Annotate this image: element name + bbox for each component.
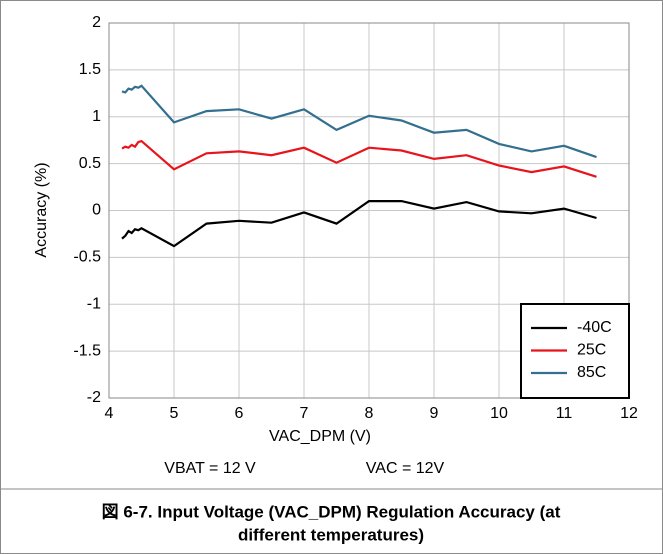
y-tick-label: 2 <box>92 14 101 31</box>
legend-label: 85C <box>577 364 606 381</box>
y-tick-label: 0.5 <box>79 155 101 172</box>
x-tick-label: 10 <box>490 405 508 422</box>
x-tick-label: 8 <box>365 405 374 422</box>
y-tick-label: -2 <box>87 389 101 406</box>
x-tick-label: 12 <box>620 405 638 422</box>
x-tick-label: 7 <box>300 405 309 422</box>
caption: 図 6-7. Input Voltage (VAC_DPM) Regulatio… <box>102 502 561 521</box>
y-tick-label: 1.5 <box>79 61 101 78</box>
x-tick-label: 11 <box>556 405 573 422</box>
legend-label: -40C <box>577 319 612 336</box>
y-axis-label: Accuracy (%) <box>33 162 50 257</box>
x-tick-label: 5 <box>170 405 179 422</box>
x-tick-label: 9 <box>430 405 439 422</box>
plot-frame <box>108 22 630 399</box>
y-tick-label: -1 <box>87 295 101 312</box>
legend-label: 25C <box>577 342 606 359</box>
y-tick-label: 0 <box>92 202 101 219</box>
y-tick-label: 1 <box>92 108 101 125</box>
y-tick-label: -1.5 <box>73 342 101 359</box>
x-tick-label: 6 <box>235 405 244 422</box>
x-axis-label: VAC_DPM (V) <box>269 428 371 445</box>
series-line <box>121 139 597 178</box>
y-tick-label: -0.5 <box>73 249 101 266</box>
series-line <box>121 200 597 248</box>
caption: different temperatures) <box>238 525 424 544</box>
series-line <box>121 84 597 159</box>
annotation: VAC = 12V <box>366 460 445 477</box>
annotation: VBAT = 12 V <box>164 460 256 477</box>
x-tick-label: 4 <box>105 405 114 422</box>
